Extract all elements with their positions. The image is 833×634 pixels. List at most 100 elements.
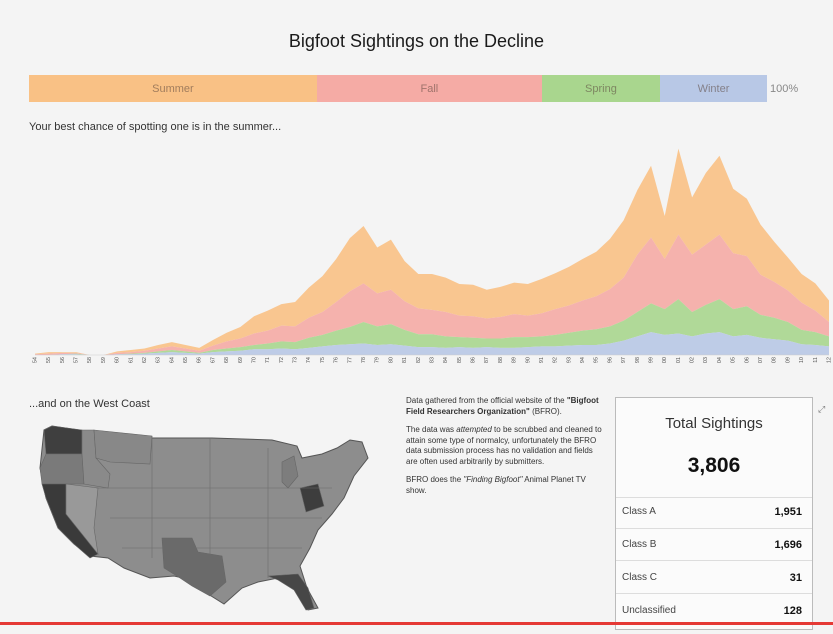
x-tick-label: 2012 <box>826 357 832 363</box>
state-ohio <box>299 483 325 513</box>
expand-icon[interactable]: ⤢ <box>818 404 826 414</box>
x-tick-label: 1978 <box>361 357 367 363</box>
x-tick-label: 2001 <box>676 357 682 363</box>
x-tick-label: 2007 <box>758 357 764 363</box>
x-tick-label: 1972 <box>279 357 285 363</box>
class-label: Class B <box>622 539 657 550</box>
class-row: Unclassified 128 <box>622 605 802 617</box>
cleaning-paragraph: The data was attempted to be scrubbed an… <box>406 425 606 467</box>
x-tick-label: 2008 <box>772 357 778 363</box>
us-state-map <box>39 425 369 611</box>
x-tick-label: 1973 <box>293 357 299 363</box>
row-divider <box>616 560 812 561</box>
x-tick-label: 2009 <box>785 357 791 363</box>
class-label: Unclassified <box>622 605 676 616</box>
x-tick-label: 1966 <box>197 357 203 363</box>
x-tick-label: 1982 <box>416 357 422 363</box>
x-tick-label: 2002 <box>690 357 696 363</box>
x-tick-label: 2011 <box>813 357 819 363</box>
class-row: Class A 1,951 <box>622 506 802 518</box>
state-florida <box>267 573 315 611</box>
panel-title: Total Sightings <box>665 415 763 432</box>
x-tick-label: 1992 <box>553 357 559 363</box>
x-tick-label: 1956 <box>60 357 66 363</box>
x-tick-label: 1979 <box>375 357 381 363</box>
x-tick-label: 1987 <box>484 357 490 363</box>
season-share-bar: Summer Fall Spring Winter <box>29 75 767 102</box>
season-segment-summer: Summer <box>29 75 317 102</box>
x-tick-label: 1995 <box>594 357 600 363</box>
x-tick-label: 1976 <box>334 357 340 363</box>
x-tick-label: 1991 <box>539 357 545 363</box>
x-tick-label: 1960 <box>115 357 121 363</box>
row-divider <box>616 528 812 529</box>
x-tick-label: 1970 <box>251 357 257 363</box>
state-michigan <box>281 455 299 489</box>
x-tick-label: 1964 <box>169 357 175 363</box>
chart-subtitle: Your best chance of spotting one is in t… <box>29 121 282 133</box>
show-text-1: BFRO does the <box>406 475 464 484</box>
x-tick-label: 1962 <box>142 357 148 363</box>
x-tick-label: 1968 <box>224 357 230 363</box>
x-tick-label: 1967 <box>210 357 216 363</box>
x-tick-label: 1998 <box>635 357 641 363</box>
stacked-area-chart: 1954 1955 1956 1957 1958 1959 1960 1961 1962 1963… <box>32 148 832 363</box>
chart-title: Bigfoot Sightings on the Decline <box>288 31 545 51</box>
row-divider <box>616 593 812 594</box>
cleaning-text-2: to be scrubbed and cleaned to attain som… <box>406 425 602 466</box>
x-tick-label: 2006 <box>744 357 750 363</box>
state-montana <box>93 429 153 465</box>
x-tick-label: 1997 <box>621 357 627 363</box>
class-row: Class C 31 <box>622 572 802 584</box>
x-tick-label: 1981 <box>402 357 408 363</box>
class-label: Class A <box>622 506 656 517</box>
source-text-2: (BFRO). <box>529 406 562 416</box>
x-tick-label: 1957 <box>74 357 80 363</box>
x-tick-label: 1980 <box>388 357 394 363</box>
state-borders <box>96 436 332 580</box>
state-washington <box>43 425 83 455</box>
season-segment-fall: Fall <box>316 75 542 102</box>
x-tick-label: 1996 <box>607 357 613 363</box>
class-row: Class B 1,696 <box>622 539 802 551</box>
x-tick-label: 1969 <box>238 357 244 363</box>
x-tick-label: 1984 <box>443 357 449 363</box>
cleaning-text-1: The data was <box>406 425 457 434</box>
area-series-winter <box>35 332 829 355</box>
x-tick-label: 1985 <box>457 357 463 363</box>
season-segment-winter: Winter <box>659 75 767 102</box>
x-tick-label: 1954 <box>32 357 38 363</box>
area-series-fall <box>35 234 829 355</box>
x-tick-label: 2004 <box>717 357 723 363</box>
cleaning-emph: attempted <box>456 425 492 434</box>
state-oregon <box>39 453 85 485</box>
x-tick-label: 1975 <box>320 357 326 363</box>
x-tick-label: 1983 <box>429 357 435 363</box>
x-tick-label: 1986 <box>471 357 477 363</box>
source-paragraph: Data gathered from the official website … <box>406 396 606 417</box>
state-texas <box>161 537 227 597</box>
x-tick-label: 1999 <box>648 357 654 363</box>
x-tick-label: 1971 <box>265 357 271 363</box>
source-org: "Bigfoot Field Researchers Organization" <box>406 396 599 416</box>
class-value: 31 <box>789 572 802 584</box>
x-tick-label: 1963 <box>156 357 162 363</box>
class-value: 1,696 <box>774 539 802 551</box>
x-tick-label: 1961 <box>128 357 134 363</box>
x-tick-label: 1989 <box>512 357 518 363</box>
class-value: 128 <box>783 605 802 617</box>
x-tick-label: 1959 <box>101 357 107 363</box>
area-series-spring <box>35 299 829 355</box>
season-segment-spring: Spring <box>541 75 660 102</box>
x-tick-label: 2003 <box>703 357 709 363</box>
show-paragraph: BFRO does the "Finding Bigfoot" Animal P… <box>406 475 606 496</box>
show-emph: "Finding Bigfoot" <box>463 475 523 484</box>
x-tick-label: 1990 <box>525 357 531 363</box>
x-tick-label: 1977 <box>347 357 353 363</box>
row-divider <box>616 497 812 498</box>
progress-line <box>0 622 833 625</box>
x-tick-label: 1994 <box>580 357 586 363</box>
percent-label: 100% <box>770 83 799 95</box>
class-label: Class C <box>622 572 658 583</box>
x-tick-label: 1955 <box>46 357 52 363</box>
